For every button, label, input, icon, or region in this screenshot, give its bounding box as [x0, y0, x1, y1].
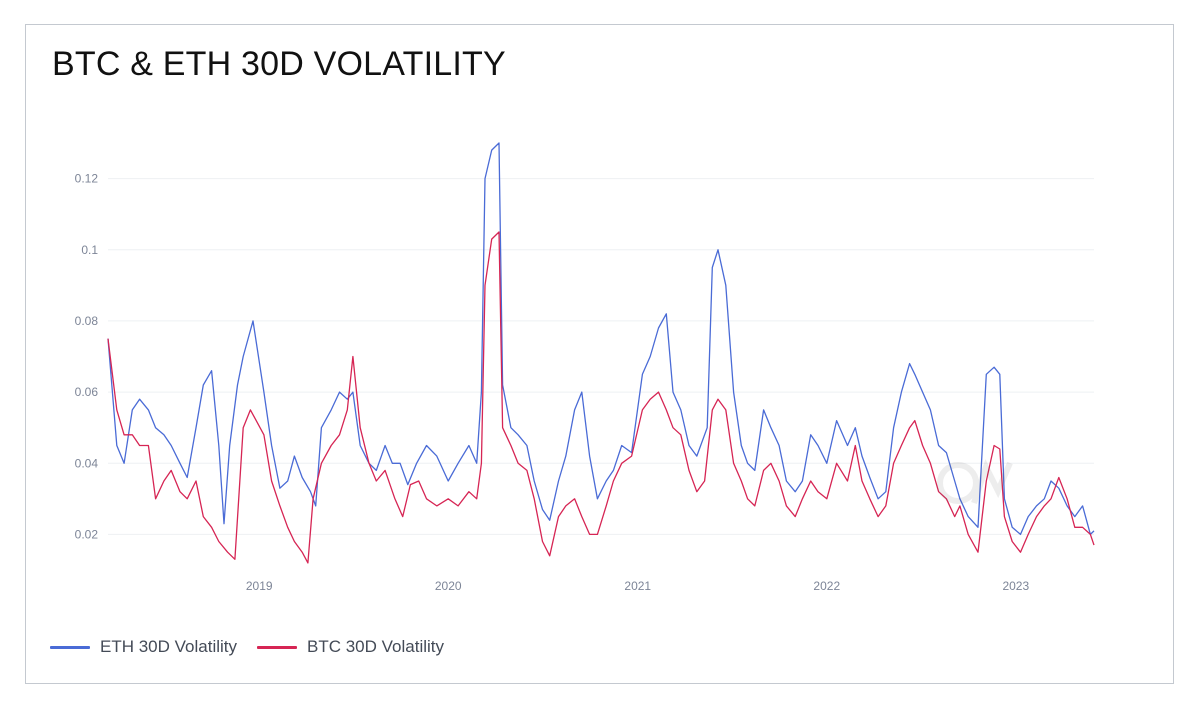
x-tick-label: 2020: [435, 579, 462, 593]
x-tick-label: 2021: [624, 579, 651, 593]
legend-swatch-btc: [257, 645, 297, 649]
chart-plot: 0.02 0.04 0.06 0.08 0.1 0.12 2019 2020 2021 2022…: [75, 142, 1095, 593]
legend-item-btc[interactable]: BTC 30D Volatility: [257, 637, 444, 657]
series-line-btc[interactable]: [107, 231, 1095, 564]
watermark-logo-icon: [937, 459, 1013, 504]
y-tick-label: 0.06: [75, 385, 99, 399]
y-tick-label: 0.02: [75, 527, 99, 541]
grid-lines: [108, 178, 1094, 535]
x-tick-label: 2019: [246, 579, 273, 593]
chart-title: BTC & ETH 30D VOLATILITY: [52, 45, 506, 83]
y-tick-label: 0.1: [81, 243, 98, 257]
y-tick-label: 0.04: [75, 456, 99, 470]
series-lines: [107, 142, 1095, 564]
legend-label-eth: ETH 30D Volatility: [100, 637, 237, 656]
legend-swatch-eth: [50, 645, 90, 649]
legend-label-btc: BTC 30D Volatility: [307, 637, 444, 656]
x-axis-ticks: 2019 2020 2021 2022 2023: [246, 579, 1030, 593]
y-tick-label: 0.12: [75, 172, 99, 186]
legend-item-eth[interactable]: ETH 30D Volatility: [50, 637, 237, 657]
legend: ETH 30D Volatility BTC 30D Volatility: [50, 637, 464, 657]
chart-frame: BTC & ETH 30D VOLATILITY 0.02 0.04 0.06 0.0…: [25, 24, 1174, 684]
y-tick-label: 0.08: [75, 314, 99, 328]
x-tick-label: 2022: [813, 579, 840, 593]
series-line-eth[interactable]: [107, 142, 1095, 536]
y-axis-ticks: 0.02 0.04 0.06 0.08 0.1 0.12: [75, 172, 99, 542]
x-tick-label: 2023: [1002, 579, 1029, 593]
